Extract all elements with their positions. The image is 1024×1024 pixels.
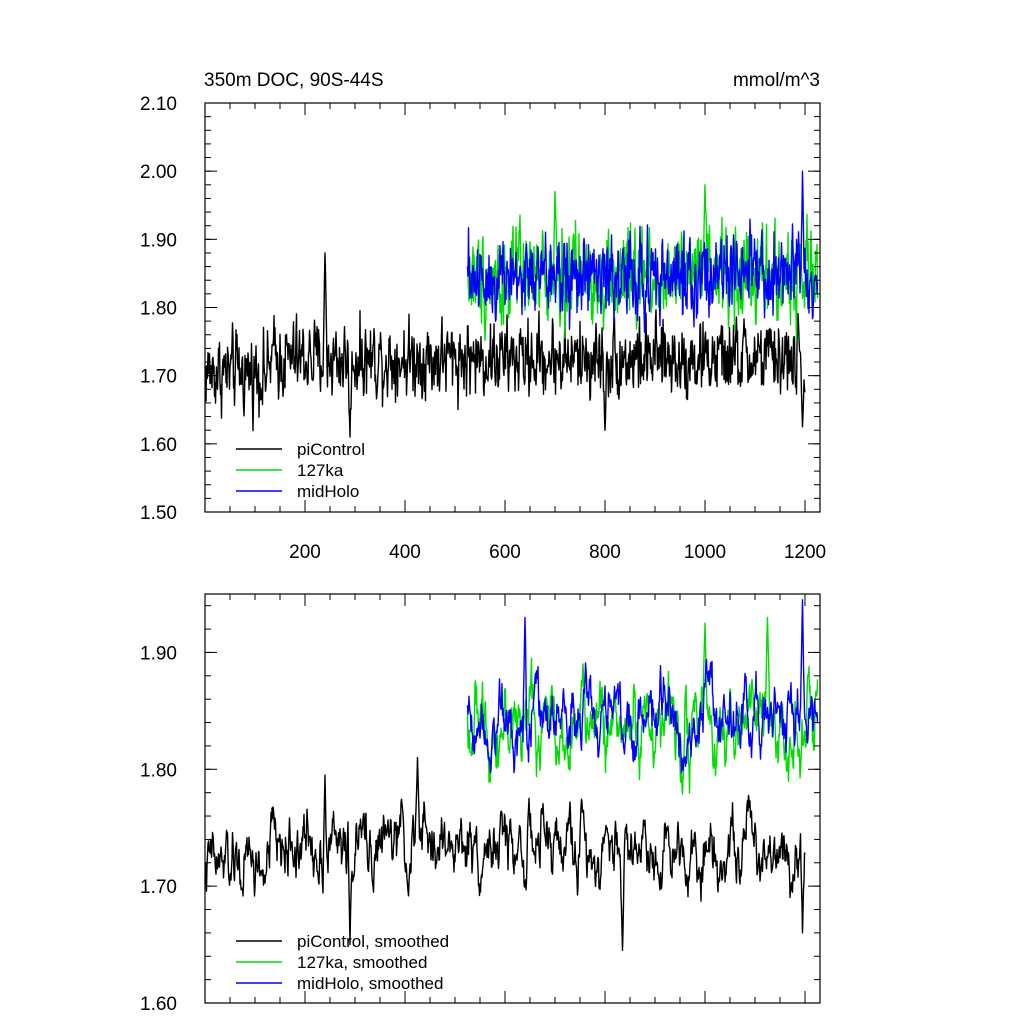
y-tick-label: 1.80 bbox=[140, 760, 177, 781]
y-tick-label: 1.70 bbox=[140, 877, 177, 898]
y-tick-label: 1.90 bbox=[140, 230, 177, 251]
y-tick-label: 1.50 bbox=[140, 503, 177, 524]
x-tick-label: 200 bbox=[289, 542, 321, 563]
x-tick-label: 1200 bbox=[784, 542, 826, 563]
legend-label: piControl, smoothed bbox=[297, 932, 449, 951]
y-tick-label: 1.60 bbox=[140, 435, 177, 456]
y-tick-label: 1.80 bbox=[140, 299, 177, 320]
legend-label: 127ka, smoothed bbox=[297, 953, 427, 972]
x-tick-label: 800 bbox=[589, 542, 621, 563]
legend-label: midHolo bbox=[297, 482, 359, 501]
x-tick-label: 600 bbox=[489, 542, 521, 563]
x-tick-label: 400 bbox=[389, 542, 421, 563]
bottom-panel: 1.60 1.70 1.80 1.90 piControl, smoothed 127k… bbox=[140, 593, 821, 1015]
y-tick-label: 1.90 bbox=[140, 643, 177, 664]
series-line-picontrol-smoothed bbox=[204, 756, 806, 952]
top-title-left: 350m DOC, 90S-44S bbox=[204, 70, 384, 91]
y-tick-label: 2.10 bbox=[140, 94, 177, 115]
legend-label: midHolo, smoothed bbox=[297, 974, 443, 993]
series-line-midholo bbox=[466, 170, 819, 334]
series-line-midholo-smoothed bbox=[466, 599, 819, 774]
legend-label: 127ka bbox=[297, 461, 344, 480]
top-legend: piControl 127ka midHolo bbox=[236, 440, 365, 501]
bottom-legend: piControl, smoothed 127ka, smoothed midHol… bbox=[236, 932, 449, 993]
legend-label: piControl bbox=[297, 440, 365, 459]
bottom-series-group bbox=[204, 599, 819, 952]
top-panel: 350m DOC, 90S-44S mmol/m^3 1.501.601.701… bbox=[140, 70, 826, 563]
x-tick-label: 1000 bbox=[684, 542, 726, 563]
y-tick-label: 2.00 bbox=[140, 162, 177, 183]
top-series-group bbox=[204, 170, 819, 438]
y-tick-label: 1.70 bbox=[140, 367, 177, 388]
top-title-right: mmol/m^3 bbox=[733, 70, 820, 91]
top-ticks-group: 1.50 1.60 1.70 1.80 1.90 2.00 2.10 200 400 600 800… bbox=[140, 94, 826, 563]
series-line-picontrol bbox=[204, 252, 806, 438]
bottom-plot-frame bbox=[204, 593, 821, 1004]
bottom-ticks-group: 1.60 1.70 1.80 1.90 bbox=[140, 594, 820, 1015]
y-tick-label: 1.60 bbox=[140, 994, 177, 1015]
